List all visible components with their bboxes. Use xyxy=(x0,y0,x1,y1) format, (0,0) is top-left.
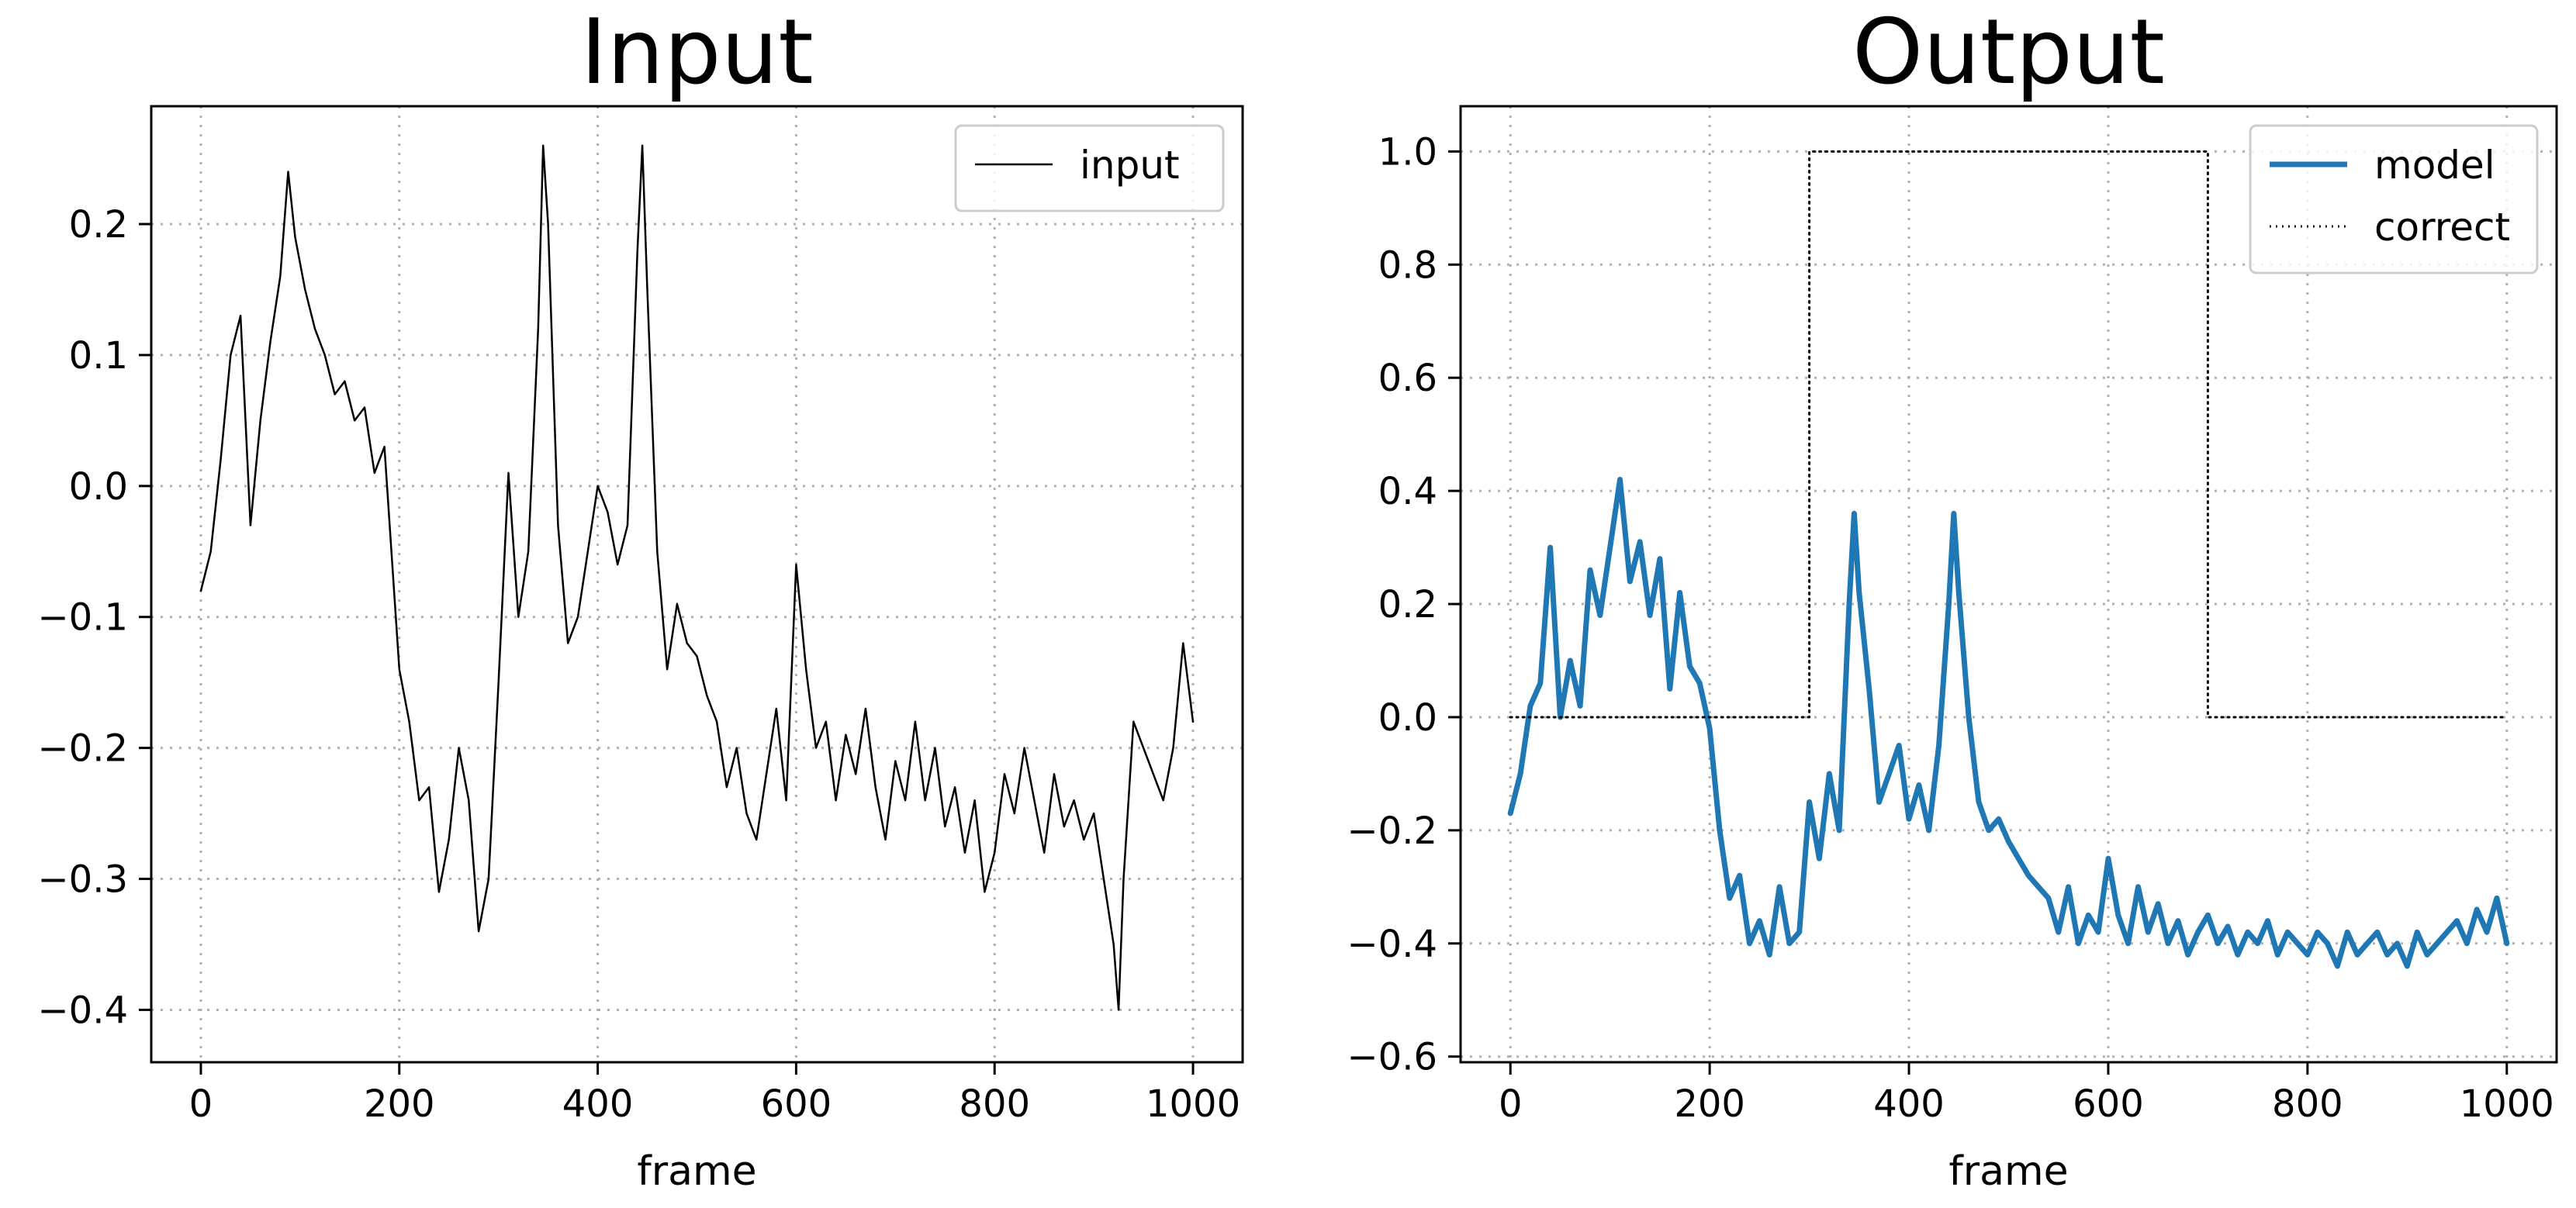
output-y-tick-label: −0.2 xyxy=(1347,809,1437,853)
output-legend-label-correct: correct xyxy=(2374,205,2510,250)
input-y-tick-label: −0.2 xyxy=(37,727,128,771)
output-y-tick-label: −0.4 xyxy=(1347,923,1437,966)
input-y-tick-label: 0.2 xyxy=(69,203,128,247)
input-x-tick-label: 600 xyxy=(761,1082,832,1126)
input-legend-label: input xyxy=(1080,143,1180,188)
input-y-tick-label: −0.1 xyxy=(37,596,128,640)
output-legend-label-model: model xyxy=(2374,143,2495,188)
output-x-tick-label: 800 xyxy=(2272,1082,2343,1126)
input-x-tick-label: 400 xyxy=(562,1082,634,1126)
output-y-tick-label: 0.4 xyxy=(1378,470,1437,513)
output-panel: Output frame 0 200 400 600 800 1000 −0.6 −0.4 −0… xyxy=(1347,0,2558,1195)
input-panel: Input frame 0 200 400 600 800 1000 −0.4 −0.3 −0.… xyxy=(37,0,1244,1195)
output-plot-frame xyxy=(1459,105,2558,1064)
input-ticks: 0 200 400 600 800 1000 −0.4 −0.3 −0.2 −0.1 0.0 0.1 0… xyxy=(37,203,1240,1126)
input-x-tick-label: 0 xyxy=(189,1082,213,1126)
output-y-tick-label: 0.0 xyxy=(1378,696,1437,740)
input-y-tick-label: −0.3 xyxy=(37,858,128,902)
output-chart-title: Output xyxy=(1852,0,2165,105)
output-x-tick-label: 0 xyxy=(1499,1082,1523,1126)
output-x-tick-label: 400 xyxy=(1873,1082,1945,1126)
input-x-axis-label: frame xyxy=(637,1148,756,1195)
input-plot-frame xyxy=(150,105,1244,1064)
input-series xyxy=(199,144,1195,1011)
output-ticks: 0 200 400 600 800 1000 −0.6 −0.4 −0.2 0.0 0.2 0.4 0.… xyxy=(1347,130,2554,1126)
input-x-tick-label: 200 xyxy=(364,1082,435,1126)
input-legend: input xyxy=(954,124,1225,212)
output-y-tick-label: −0.6 xyxy=(1347,1036,1437,1079)
output-x-tick-label: 600 xyxy=(2073,1082,2144,1126)
output-y-tick-label: 0.6 xyxy=(1378,357,1437,400)
output-x-axis-label: frame xyxy=(1948,1148,2068,1195)
output-x-tick-label: 200 xyxy=(1674,1082,1745,1126)
output-y-tick-label: 0.8 xyxy=(1378,243,1437,287)
input-legend-box xyxy=(954,124,1225,212)
output-legend: model correct xyxy=(2249,124,2539,274)
input-y-tick-label: 0.1 xyxy=(69,334,128,378)
input-series-input-line xyxy=(199,144,1195,1011)
input-x-tick-label: 1000 xyxy=(1146,1082,1240,1126)
output-x-tick-label: 1000 xyxy=(2460,1082,2554,1126)
input-y-tick-label: −0.4 xyxy=(37,989,128,1032)
input-y-tick-label: 0.0 xyxy=(69,465,128,509)
input-chart-title: Input xyxy=(580,0,813,105)
input-grid xyxy=(151,106,1243,1062)
output-series xyxy=(1507,150,2510,969)
output-y-tick-label: 1.0 xyxy=(1378,130,1437,174)
output-series-correct-line xyxy=(1509,150,2509,719)
input-x-tick-label: 800 xyxy=(959,1082,1030,1126)
output-y-tick-label: 0.2 xyxy=(1378,583,1437,626)
output-series-model-line xyxy=(1507,477,2510,969)
